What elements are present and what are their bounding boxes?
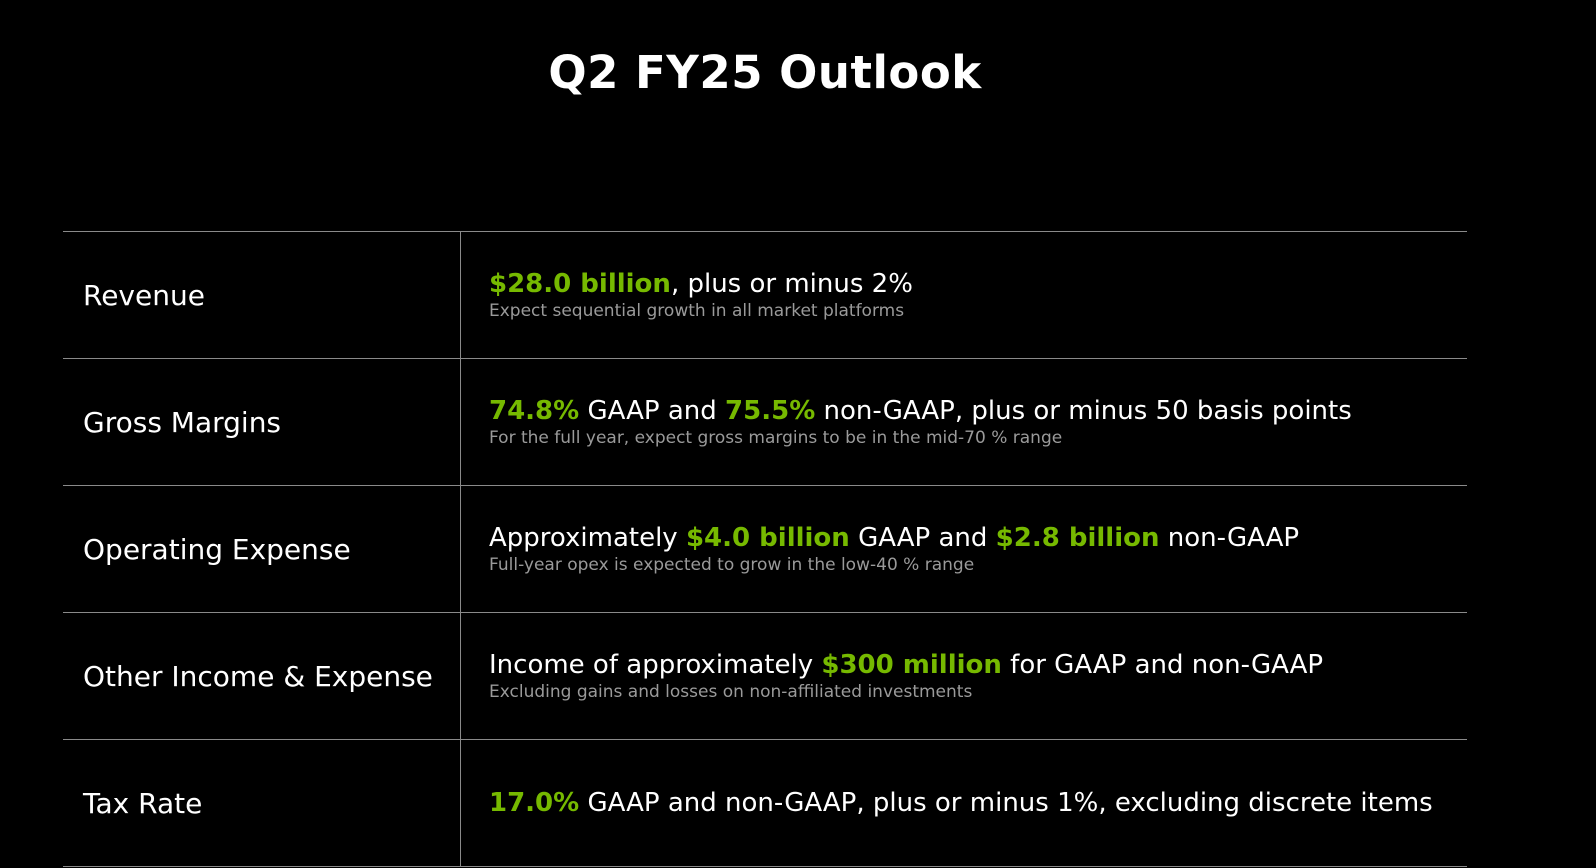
text-segment: , plus or minus 2% [670, 269, 913, 299]
outlook-table: Revenue $28.0 billion, plus or minus 2% Ex… [63, 231, 1467, 867]
row-value: 74.8% GAAP and 75.5% non-GAAP, plus or m… [461, 359, 1467, 485]
row-main-text: 17.0% GAAP and non-GAAP, plus or minus 1… [489, 787, 1467, 819]
row-value: Approximately $4.0 billion GAAP and $2.8… [461, 486, 1467, 612]
row-main-text: 74.8% GAAP and 75.5% non-GAAP, plus or m… [489, 395, 1467, 427]
text-segment: for GAAP and non-GAAP [1001, 650, 1324, 680]
text-segment: Approximately [489, 523, 686, 553]
table-row: Other Income & Expense Income of approxim… [63, 613, 1467, 740]
row-main-text: Income of approximately $300 million for… [489, 649, 1467, 681]
text-segment: non-GAAP [1159, 523, 1300, 553]
highlight-value: $2.8 billion [995, 523, 1160, 553]
table-row: Gross Margins 74.8% GAAP and 75.5% non-GA… [63, 359, 1467, 486]
table-row: Operating Expense Approximately $4.0 bill… [63, 486, 1467, 613]
text-segment: GAAP and [579, 396, 726, 426]
table-row: Tax Rate 17.0% GAAP and non-GAAP, plus or… [63, 740, 1467, 867]
row-label: Operating Expense [63, 486, 461, 612]
page-title: Q2 FY25 Outlook [548, 46, 982, 99]
row-label: Revenue [63, 232, 461, 358]
highlight-value: 17.0% [489, 788, 580, 818]
row-main-text: Approximately $4.0 billion GAAP and $2.8… [489, 522, 1467, 554]
row-value: 17.0% GAAP and non-GAAP, plus or minus 1… [461, 740, 1467, 866]
highlight-value: $4.0 billion [685, 523, 850, 553]
text-segment: non-GAAP, plus or minus 50 basis points [815, 396, 1352, 426]
table-row: Revenue $28.0 billion, plus or minus 2% Ex… [63, 232, 1467, 359]
row-note: Full-year opex is expected to grow in th… [489, 555, 975, 575]
row-value: Income of approximately $300 million for… [461, 613, 1467, 739]
row-note: Expect sequential growth in all market p… [489, 301, 905, 321]
row-label: Tax Rate [63, 740, 461, 866]
text-segment: GAAP and non-GAAP, plus or minus 1%, exc… [579, 788, 1433, 818]
highlight-value: $28.0 billion [489, 269, 671, 299]
row-note: For the full year, expect gross margins … [489, 428, 1063, 448]
text-segment: Income of approximately [489, 650, 822, 680]
highlight-value: $300 million [821, 650, 1002, 680]
highlight-value: 74.8% [489, 396, 580, 426]
row-note: Excluding gains and losses on non-affili… [489, 682, 973, 702]
row-main-text: $28.0 billion, plus or minus 2% [489, 268, 1467, 300]
row-label: Other Income & Expense [63, 613, 461, 739]
text-segment: GAAP and [849, 523, 996, 553]
row-label: Gross Margins [63, 359, 461, 485]
highlight-value: 75.5% [725, 396, 816, 426]
row-value: $28.0 billion, plus or minus 2% Expect se… [461, 232, 1467, 358]
